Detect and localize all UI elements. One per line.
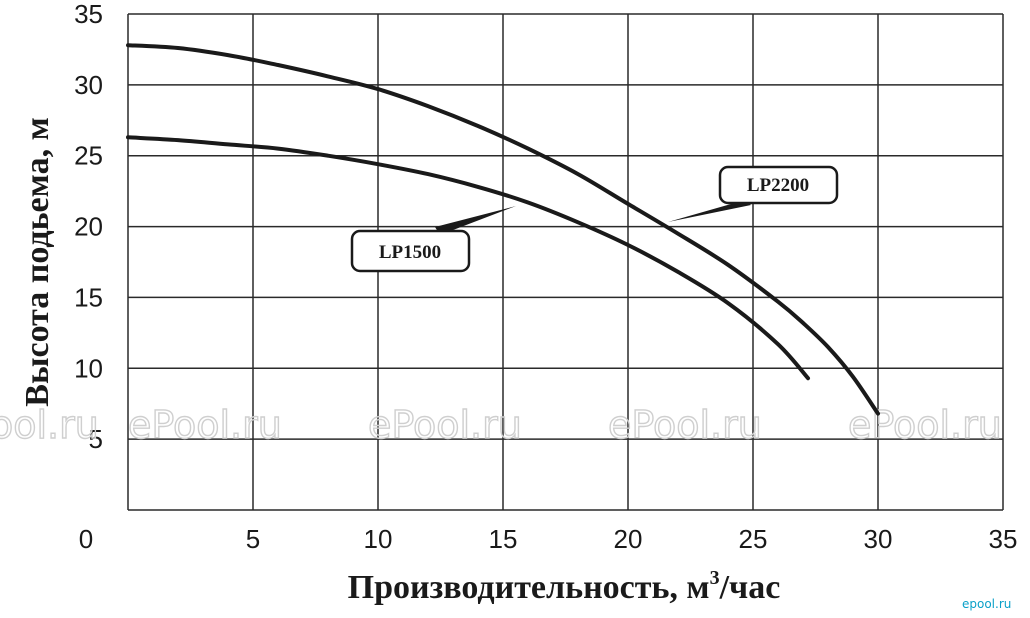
y-tick-label: 30	[74, 70, 103, 100]
watermark: ePool.ru	[0, 403, 99, 447]
callout-lp2200: LP2200	[668, 165, 839, 222]
y-tick-label: 25	[74, 141, 103, 171]
y-tick-labels: 5 10 15 20 25 30 35	[74, 0, 103, 454]
callout-lp1500: LP1500	[350, 206, 516, 273]
x-tick-label: 15	[489, 524, 518, 554]
callout-lp1500-box	[350, 229, 471, 273]
y-axis-title: Высота подьема, м	[19, 117, 56, 406]
watermark: ePool.ru	[128, 403, 282, 447]
watermarks: ePool.ru ePool.ru ePool.ru ePool.ru ePool.ru	[0, 402, 1002, 447]
series-lines	[126, 43, 880, 416]
y-tick-label: 5	[89, 424, 103, 454]
x-axis-title-superscript: 3	[710, 567, 720, 589]
x-axis-title-main: Производительность, м	[348, 569, 710, 606]
x-tick-label: 30	[864, 524, 893, 554]
callout-lp2200-pointer	[668, 200, 751, 222]
callout-lp1500-label: LP1500	[379, 242, 441, 263]
callout-lp2200-label: LP2200	[747, 175, 809, 196]
x-tick-label: 10	[364, 524, 393, 554]
grid	[127, 13, 1004, 511]
x-tick-label: 25	[739, 524, 768, 554]
series-line-lp2200	[126, 43, 880, 416]
y-tick-label: 15	[74, 282, 103, 312]
callout-lp1500-pointer	[435, 206, 516, 235]
x-tick-labels: 5 10 15 20 25 30 35	[246, 524, 1018, 554]
watermark: ePool.ru	[368, 403, 522, 447]
x-tick-label: 35	[989, 524, 1018, 554]
watermark: ePool.ru	[608, 403, 762, 447]
x-axis-title-suffix: /час	[719, 569, 781, 606]
y-tick-label: 35	[74, 0, 103, 29]
x-tick-label: 20	[614, 524, 643, 554]
callout-lp2200-box	[718, 165, 839, 205]
brand-logo: epool.ru	[962, 597, 1011, 611]
origin-tick-label: 0	[79, 524, 93, 554]
x-axis-title: Производительность, м3/час	[348, 567, 781, 606]
y-tick-label: 10	[74, 353, 103, 383]
x-tick-label: 5	[246, 524, 260, 554]
y-tick-label: 20	[74, 212, 103, 242]
watermark: ePool.ru	[848, 403, 1002, 447]
series-line-lp1500	[126, 135, 810, 381]
